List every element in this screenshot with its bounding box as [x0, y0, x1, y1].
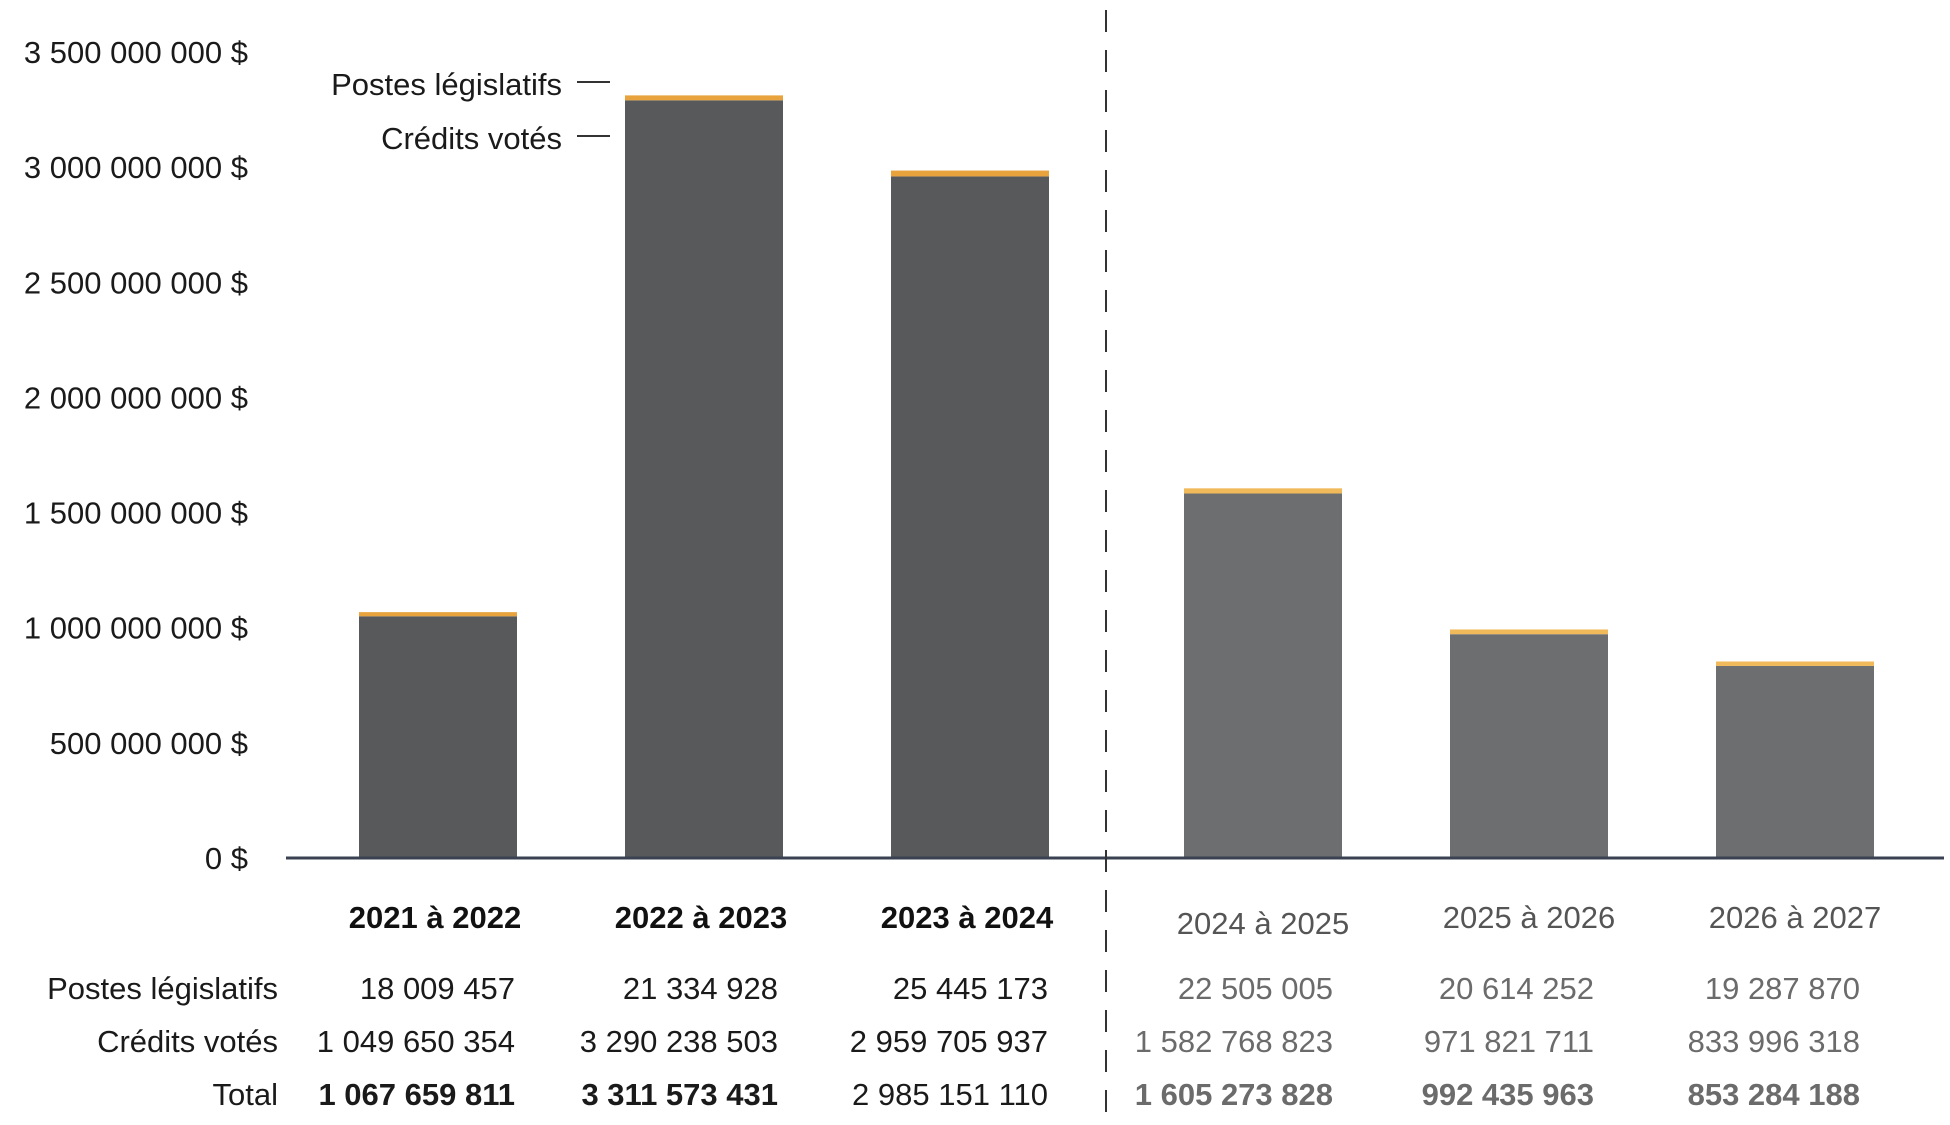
category-label: 2022 à 2023	[615, 900, 787, 935]
table-row-credits-votes: Crédits votés 1 049 650 354 3 290 238 503 2…	[97, 1024, 1860, 1059]
bar-postes-legislatifs	[625, 95, 783, 101]
table-cell: 1 582 768 823	[1135, 1024, 1333, 1059]
bar-credits-votes	[359, 616, 517, 858]
table-cell: 21 334 928	[623, 971, 778, 1006]
category-label: 2026 à 2027	[1709, 900, 1881, 935]
category-labels: 2021 à 2022 2022 à 2023 2023 à 2024 2024 à …	[349, 900, 1881, 941]
y-tick-label: 0 $	[205, 841, 248, 876]
legend-label: Postes législatifs	[331, 67, 562, 102]
y-tick-label: 3 500 000 000 $	[24, 35, 248, 70]
y-tick-label: 500 000 000 $	[50, 726, 248, 761]
legend-label: Crédits votés	[381, 121, 562, 156]
bar-credits-votes	[891, 176, 1049, 858]
legend: Postes législatifs Crédits votés	[331, 67, 610, 156]
table-cell: 1 049 650 354	[317, 1024, 515, 1059]
data-table: Postes législatifs 18 009 457 21 334 928 25…	[47, 971, 1860, 1112]
table-cell: 25 445 173	[893, 971, 1048, 1006]
bar-credits-votes	[1450, 634, 1608, 858]
category-label: 2024 à 2025	[1177, 906, 1349, 941]
table-row-postes-legislatifs: Postes législatifs 18 009 457 21 334 928 25…	[47, 971, 1860, 1006]
table-cell: 2 985 151 110	[852, 1077, 1048, 1112]
bar-postes-legislatifs	[891, 170, 1049, 177]
y-axis-ticks: 0 $ 500 000 000 $ 1 000 000 000 $ 1 500 000…	[24, 35, 248, 876]
table-cell: 833 996 318	[1688, 1024, 1860, 1059]
bar-postes-legislatifs	[359, 612, 517, 617]
legend-item-postes-legislatifs: Postes législatifs	[331, 67, 610, 102]
y-tick-label: 2 500 000 000 $	[24, 265, 248, 300]
table-cell: 1 605 273 828	[1135, 1077, 1333, 1112]
table-cell: 992 435 963	[1422, 1077, 1594, 1112]
table-row-total: Total 1 067 659 811 3 311 573 431 2 985 151…	[213, 1077, 1860, 1112]
table-cell: 3 311 573 431	[581, 1077, 778, 1112]
table-cell: 971 821 711	[1424, 1024, 1594, 1059]
table-cell: 853 284 188	[1688, 1077, 1860, 1112]
bar-credits-votes	[625, 100, 783, 859]
table-cell: 1 067 659 811	[318, 1077, 515, 1112]
legend-item-credits-votes: Crédits votés	[381, 121, 610, 156]
bar-credits-votes	[1184, 493, 1342, 858]
table-row-label: Postes législatifs	[47, 971, 278, 1006]
category-label: 2025 à 2026	[1443, 900, 1615, 935]
table-cell: 3 290 238 503	[580, 1024, 778, 1059]
bar-postes-legislatifs	[1450, 629, 1608, 635]
table-cell: 22 505 005	[1178, 971, 1333, 1006]
y-tick-label: 1 000 000 000 $	[24, 611, 248, 646]
table-cell: 20 614 252	[1439, 971, 1594, 1006]
bars	[359, 95, 1874, 859]
bar-postes-legislatifs	[1716, 661, 1874, 666]
table-cell: 2 959 705 937	[850, 1024, 1048, 1059]
bar-credits-votes	[1716, 665, 1874, 858]
table-cell: 19 287 870	[1705, 971, 1860, 1006]
table-row-label: Total	[213, 1077, 278, 1112]
category-label: 2023 à 2024	[881, 900, 1054, 935]
y-tick-label: 2 000 000 000 $	[24, 380, 248, 415]
y-tick-label: 1 500 000 000 $	[24, 496, 248, 531]
y-tick-label: 3 000 000 000 $	[24, 150, 248, 185]
table-row-label: Crédits votés	[97, 1024, 278, 1059]
table-cell: 18 009 457	[360, 971, 515, 1006]
category-label: 2021 à 2022	[349, 900, 521, 935]
bar-postes-legislatifs	[1184, 488, 1342, 494]
